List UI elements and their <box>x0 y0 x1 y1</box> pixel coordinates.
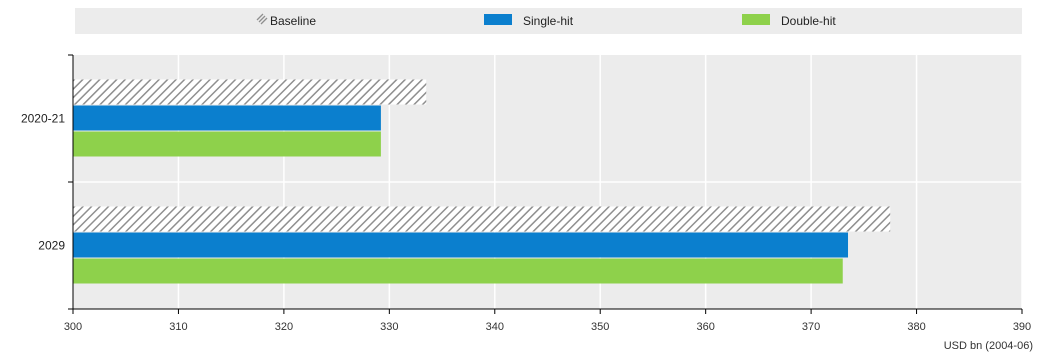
legend: Baseline Single-hit Double-hit <box>256 13 836 28</box>
bar-single-hit-2029 <box>73 232 849 258</box>
x-tick-label: 370 <box>802 321 820 333</box>
bar-double-hit-2029 <box>73 258 843 284</box>
legend-item-single-hit: Single-hit <box>484 14 574 28</box>
legend-label-single-hit: Single-hit <box>523 14 574 28</box>
x-tick-label: 300 <box>64 321 82 333</box>
x-tick-label: 360 <box>696 321 714 333</box>
x-tick-label: 340 <box>486 321 504 333</box>
bar-baseline-2020-21 <box>73 79 427 105</box>
category-labels: 2020-21 2029 <box>21 112 65 253</box>
x-tick-label: 320 <box>275 321 293 333</box>
bar-double-hit-2020-21 <box>73 131 381 157</box>
x-tick-label: 330 <box>380 321 398 333</box>
x-axis-ticks: 300 310 320 330 340 350 360 370 380 390 <box>64 309 1031 333</box>
legend-swatch-single-hit <box>484 14 512 25</box>
category-label: 2029 <box>38 239 65 253</box>
legend-label-double-hit: Double-hit <box>781 14 836 28</box>
x-axis-title: USD bn (2004-06) <box>944 340 1033 352</box>
y-axis-ticks <box>68 54 73 310</box>
category-label: 2020-21 <box>21 112 65 126</box>
x-tick-label: 390 <box>1013 321 1031 333</box>
legend-item-baseline: Baseline <box>256 13 316 28</box>
legend-item-double-hit: Double-hit <box>742 14 836 28</box>
legend-swatch-baseline <box>256 13 268 25</box>
bar-baseline-2029 <box>73 206 891 232</box>
legend-swatch-double-hit <box>742 14 770 25</box>
x-tick-label: 380 <box>907 321 925 333</box>
x-tick-label: 350 <box>591 321 609 333</box>
legend-background <box>75 8 1022 34</box>
bars <box>73 79 891 284</box>
legend-label-baseline: Baseline <box>270 14 316 28</box>
x-tick-label: 310 <box>169 321 187 333</box>
bar-single-hit-2020-21 <box>73 105 381 131</box>
